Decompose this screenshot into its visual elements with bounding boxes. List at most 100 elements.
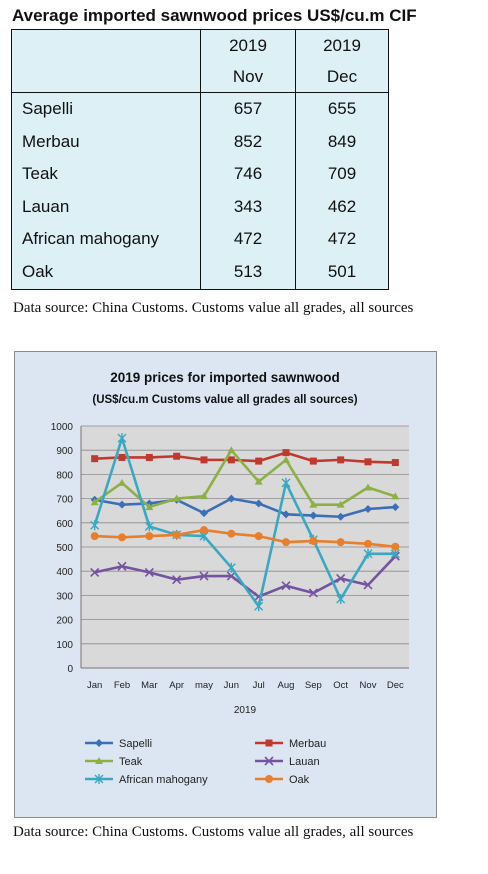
merbau-point [309,457,317,465]
oak-point [145,532,154,541]
header-dec-month: Dec [326,67,358,86]
y-tick-label: 900 [56,446,73,457]
dec-values-column: 655 849 709 462 472 501 [295,92,389,290]
species-name: Sapelli [22,99,74,118]
y-tick-label: 0 [67,664,73,675]
oak-point [309,536,318,545]
merbau-point [255,457,263,465]
dec-value: 501 [327,261,357,281]
oak-point [90,532,99,541]
dec-value: 849 [327,131,357,151]
teak-legend-marker [95,757,103,764]
oak-point [227,529,236,538]
african-mahogany-legend-label: African mahogany [119,774,208,786]
merbau-point [91,455,99,463]
nov-value: 343 [233,196,263,216]
sapelli-point [227,494,236,503]
line-chart: 2019 prices for imported sawnwood (US$/cu… [51,370,409,786]
merbau-point [173,452,181,460]
nov-values-column: 657 852 746 343 472 513 [200,92,296,290]
header-empty-cell [11,29,201,93]
chart-title: 2019 prices for imported sawnwood [110,370,340,385]
x-tick-label: Feb [114,680,130,691]
x-tick-label: Oct [333,680,348,691]
y-tick-label: 700 [56,495,73,506]
teak-point [364,483,372,491]
teak-point [391,492,400,500]
sapelli-point [254,499,263,508]
nov-value: 513 [233,261,263,281]
teak-line [93,448,396,509]
lauan-point [281,581,291,591]
merbau-legend-label: Merbau [289,738,326,750]
dec-value: 472 [327,229,357,249]
header-nov-month: Nov [232,67,264,86]
x-tick-label: Apr [169,680,184,691]
african-mahogany-point [336,594,346,605]
teak-point [172,494,181,502]
y-tick-label: 200 [56,616,73,627]
merbau-point [282,449,290,457]
y-tick-label: 100 [56,640,73,651]
y-tick-label: 400 [56,567,73,578]
sapelli-point [200,509,208,518]
species-name: African mahogany [22,229,160,249]
y-tick-label: 600 [56,519,73,530]
oak-point [172,530,181,539]
teak-point [309,500,318,508]
y-tick-label: 800 [56,470,73,481]
species-name: Merbau [22,131,80,151]
lauan-point [117,561,127,571]
sapelli-point [364,505,372,514]
african-mahogany-point [144,521,154,532]
merbau-point [337,456,345,464]
african-mahogany-point [226,562,236,573]
teak-point [282,455,290,463]
dec-value: 709 [327,164,357,184]
x-tick-label: Jan [87,680,102,691]
teak-point [90,498,99,506]
nov-value: 657 [233,99,263,118]
price-table: 2019 Nov 2019 Dec Sapelli Merbau Teak La… [11,29,389,290]
sapelli-point [309,511,318,520]
lauan-point [363,580,373,590]
table-body-row: Sapelli Merbau Teak Lauan African mahoga… [11,92,389,290]
chart-frame: 2019 prices for imported sawnwood (US$/cu… [14,351,437,818]
dec-value: 655 [327,99,357,118]
sapelli-point [391,503,400,512]
lauan-point [90,567,100,577]
lauan-point [308,588,318,598]
african-mahogany-point [363,548,373,559]
sapelli-legend-label: Sapelli [119,738,152,750]
teak-point [145,503,154,511]
oak-point [200,526,208,535]
african-mahogany-point [281,477,291,488]
lauan-point [336,573,346,584]
oak-point [254,532,263,541]
african-mahogany-point [90,520,100,531]
lauan-legend-label: Lauan [289,756,320,768]
x-tick-label: Sep [305,680,322,691]
teak-point [118,478,126,486]
oak-line [94,528,396,549]
oak-point [282,538,290,547]
teak-point [336,500,345,508]
chart-subtitle: (US$/cu.m Customs value all grades all s… [92,394,357,406]
oak-legend-marker [265,775,273,783]
lauan-point [144,567,154,577]
header-nov-year: 2019 [229,36,267,55]
merbau-line [94,451,396,464]
merbau-point [118,453,126,461]
table-source-note: Data source: China Customs. Customs valu… [13,300,414,316]
merbau-point [391,459,399,467]
table-title: Average imported sawnwood prices US$/cu.… [12,6,417,25]
sapelli-point [336,512,345,521]
lauan-point [199,571,209,581]
teak-point [227,446,236,454]
teak-point [200,492,208,500]
oak-point [118,533,126,542]
y-tick-label: 500 [56,543,73,554]
african-mahogany-point [117,433,127,444]
oak-point [391,542,400,551]
teak-point [254,477,263,485]
